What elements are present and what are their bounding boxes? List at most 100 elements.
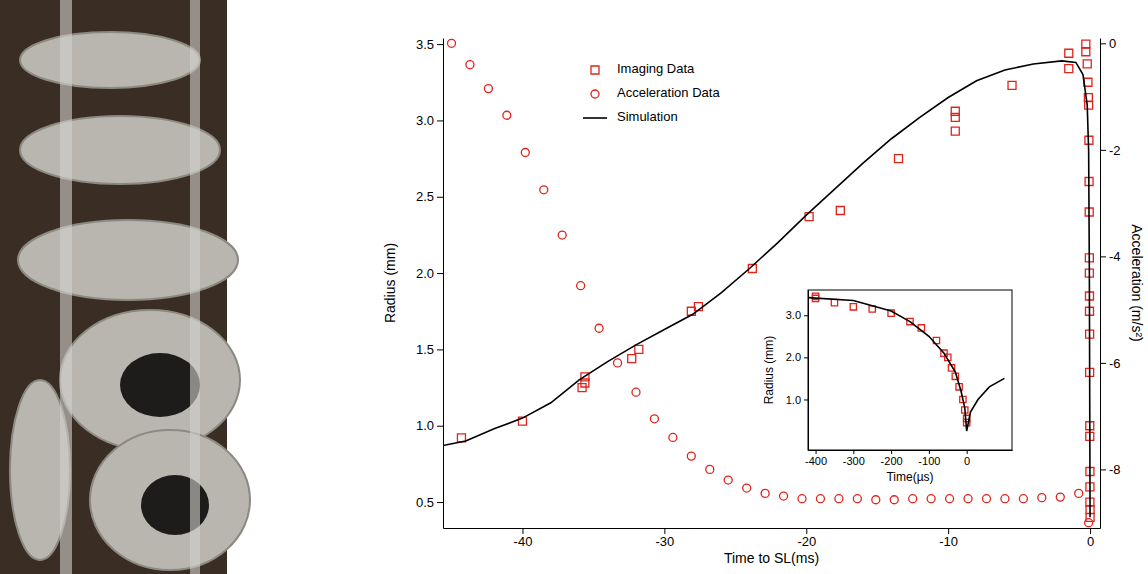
tick: -6 [1100,356,1121,371]
marker [503,111,511,119]
y-axis: 1.0 2.0 3.0 [786,291,809,451]
tick-mark [891,450,892,454]
tick: -100 [918,450,940,467]
photo-rod [60,0,72,574]
tick: -40 [514,528,533,549]
tick: 3.0 [416,113,443,128]
tick-label: -100 [918,455,940,467]
axis-line [443,39,444,529]
tick-label: 1.0 [416,418,434,433]
tick: 0 [964,450,970,467]
tick-mark [437,502,443,503]
plot-area [808,293,1004,431]
marker [1082,40,1090,48]
tick: 0 [1087,528,1094,549]
tick-mark [1100,363,1106,364]
tick-mark [929,450,930,454]
marker [890,496,898,504]
legend-marker [591,66,599,74]
tick-label: 0 [1109,36,1116,51]
marker [780,492,788,500]
tick: -4 [1100,249,1121,264]
marker [448,39,456,47]
marker [484,85,492,93]
photo-window [120,353,200,417]
marker [831,299,837,305]
marker [1038,494,1046,502]
tick-label: -8 [1109,462,1121,477]
photo-flange [20,32,200,88]
marker [1065,65,1073,73]
marker [650,415,658,423]
marker [1019,495,1027,503]
marker [724,476,732,484]
marker [798,495,806,503]
tick-mark [522,528,523,534]
photo-flange [60,310,240,450]
marker [927,495,935,503]
marker [628,355,636,363]
legend-label: Acceleration Data [617,85,720,100]
legend: Imaging Data Acceleration Data Simulation [583,61,720,124]
legend-marker [591,90,599,98]
tick-label: -4 [1109,249,1121,264]
tick-mark [806,528,807,534]
marker [540,186,548,194]
marker [521,149,529,157]
marker [1085,519,1093,527]
tick: 2.0 [786,351,808,363]
tick-mark [437,120,443,121]
tick: 1.0 [786,393,808,405]
tick-label: -10 [939,534,958,549]
line [808,298,1004,431]
legend-label: Imaging Data [617,61,695,76]
marker [577,282,585,290]
tick-mark [816,450,817,454]
marker [1008,81,1016,89]
axis-line [1100,39,1101,529]
x-axis: -400-300-200-1000 [805,450,1012,467]
tick: 1.5 [416,342,443,357]
marker [805,213,813,221]
photo-flange [90,430,250,570]
tick-label: 1.5 [416,342,434,357]
marker [850,304,856,310]
tick: 1.0 [416,418,443,433]
tick-label: -6 [1109,356,1121,371]
marker [951,127,959,135]
legend-marker [583,117,607,119]
marker [1065,49,1073,57]
tick-mark [1100,469,1106,470]
tick-mark [437,44,443,45]
marker [614,359,622,367]
marker [1082,48,1090,56]
y2-axis: 0-2-4-6-8 [1100,36,1121,529]
tick-label: 3.0 [786,309,801,321]
tick: -20 [797,528,816,549]
marker [743,484,751,492]
y-axis: 0.51.01.52.02.53.03.5 [416,37,444,529]
chart: -40-30-20-1000.51.01.52.02.53.03.50-2-4-… [382,36,1146,566]
legend-label: Simulation [617,109,678,124]
marker [706,465,714,473]
tick: 3.0 [786,309,808,321]
axis-title: Radius (mm) [762,336,776,405]
marker [581,379,589,387]
axis-title: Time to SL(ms) [724,550,819,566]
tick: 0 [1100,36,1116,51]
marker [761,489,769,497]
marker [872,496,880,504]
marker [951,113,959,121]
tick-label: 0 [964,455,970,467]
marker [836,206,844,214]
marker [964,495,972,503]
tick-mark [437,426,443,427]
marker [1001,495,1009,503]
marker [946,495,954,503]
axis-line [808,291,809,451]
tick-label: 2.0 [786,351,801,363]
photo-flange [18,220,238,300]
tick: -200 [881,450,903,467]
tick-mark [1100,43,1106,44]
tick-mark [853,450,854,454]
